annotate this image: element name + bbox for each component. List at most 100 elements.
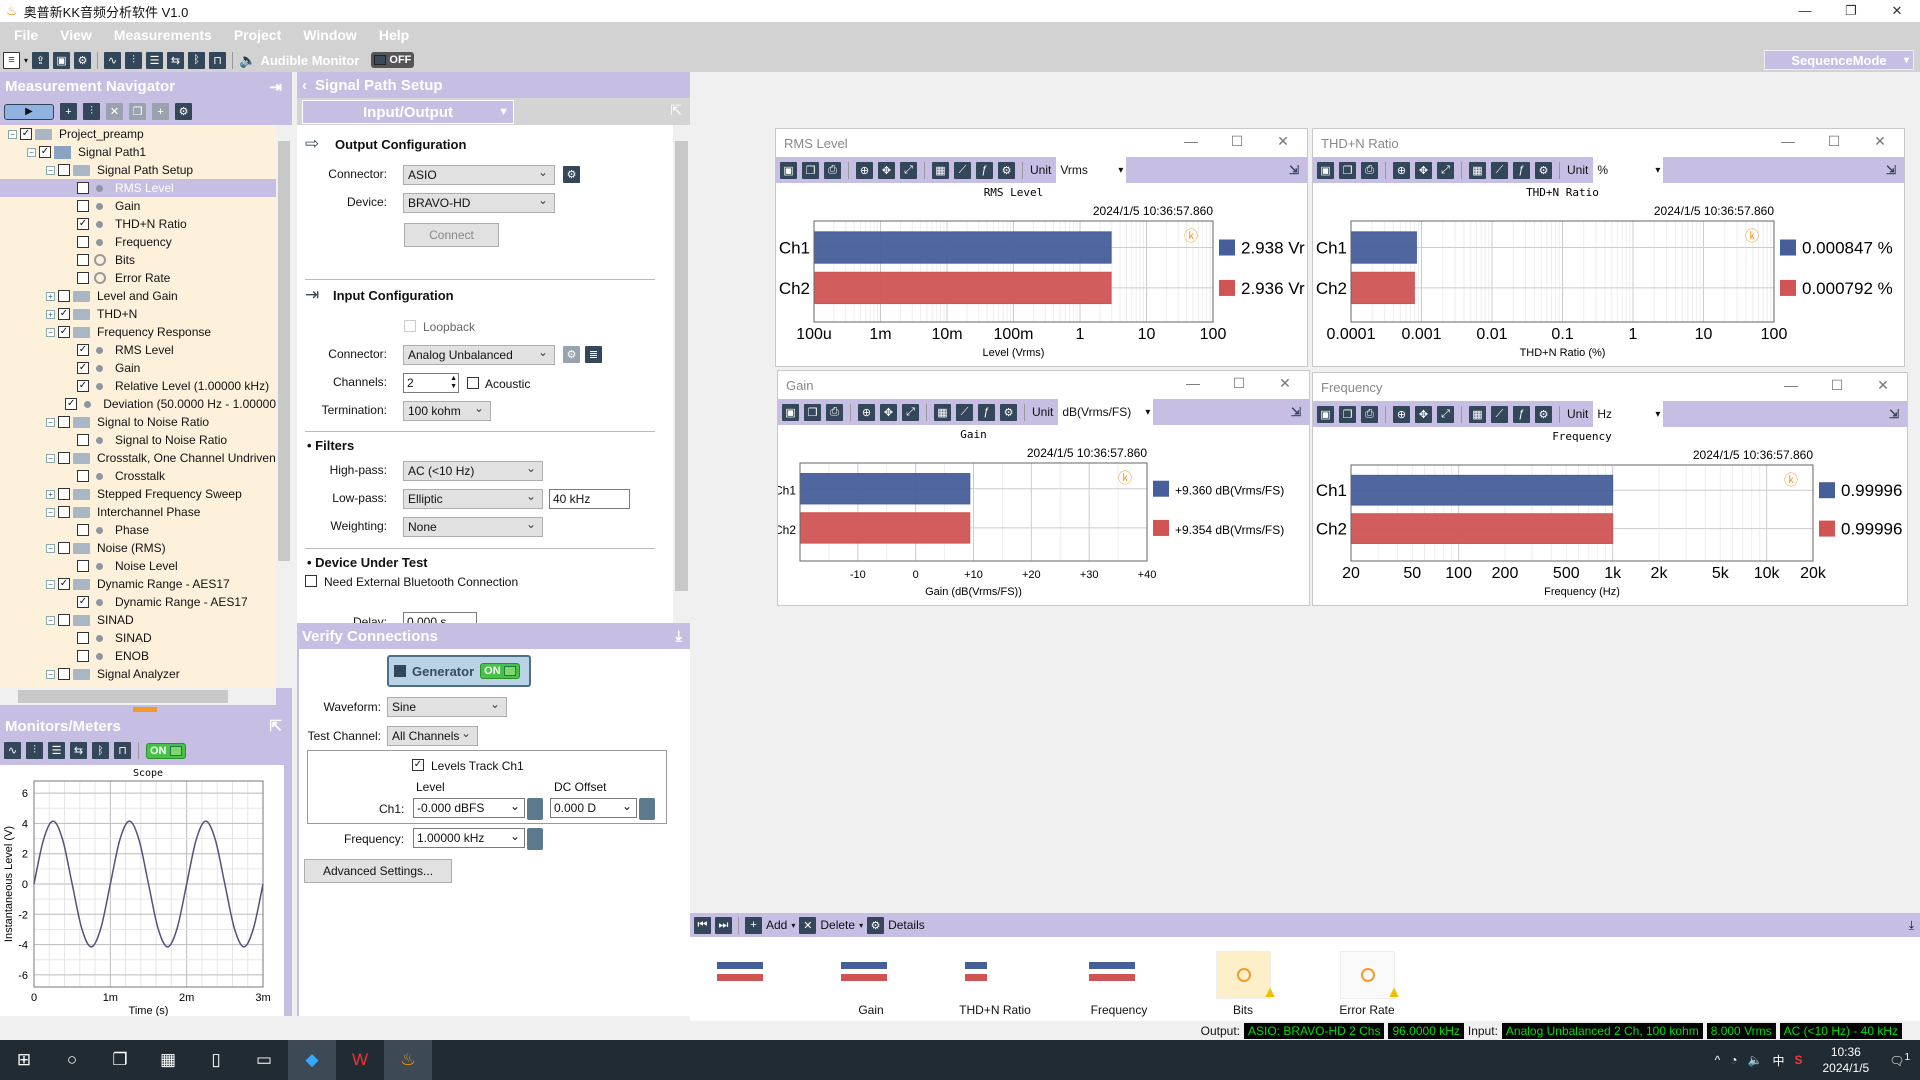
- lowpass-select[interactable]: Elliptic: [403, 487, 543, 509]
- trace-icon[interactable]: ⟋: [1491, 405, 1508, 423]
- sequence-thumbnail[interactable]: ▲ Error Rate: [1312, 937, 1422, 1021]
- open-icon[interactable]: ⇪: [32, 51, 50, 69]
- tree-checkbox[interactable]: ✓: [77, 344, 89, 356]
- collapse-icon[interactable]: −: [27, 147, 36, 157]
- copy-icon[interactable]: ❐: [1339, 161, 1356, 179]
- collapse-icon[interactable]: −: [46, 453, 55, 463]
- tree-checkbox[interactable]: ✓: [77, 380, 89, 392]
- ch1-level-stepper[interactable]: [527, 798, 543, 820]
- meter-icon[interactable]: ☰: [48, 742, 65, 759]
- tree-checkbox[interactable]: [77, 182, 89, 194]
- tree-checkbox[interactable]: [77, 560, 89, 572]
- tree-item[interactable]: ✓ Relative Level (1.00000 kHz): [0, 377, 276, 395]
- fft-icon[interactable]: ⫶: [26, 742, 43, 759]
- settings-icon[interactable]: ⚙: [1535, 161, 1552, 179]
- copy-icon[interactable]: ❐: [802, 161, 819, 179]
- tree-item[interactable]: ENOB: [0, 647, 276, 665]
- zoom-icon[interactable]: ⊕: [1393, 161, 1410, 179]
- close-button[interactable]: ✕: [1279, 375, 1291, 391]
- tree-item[interactable]: Crosstalk: [0, 467, 276, 485]
- tree-item[interactable]: − Signal Path Setup: [0, 161, 276, 179]
- tree-checkbox[interactable]: ✓: [58, 578, 70, 590]
- fit-icon[interactable]: ⤢: [900, 161, 917, 179]
- save-icon[interactable]: ▣: [780, 161, 797, 179]
- expand-icon[interactable]: +: [46, 309, 55, 319]
- tree-item[interactable]: RMS Level: [0, 179, 276, 197]
- tree-checkbox[interactable]: ✓: [65, 398, 78, 410]
- audible-monitor-toggle[interactable]: OFF: [371, 52, 415, 68]
- frequency-input[interactable]: 1.00000 kHz ⌄: [413, 828, 525, 848]
- tree-checkbox[interactable]: [58, 668, 70, 680]
- print-icon[interactable]: ⎙: [826, 403, 843, 421]
- close-button[interactable]: ✕: [1891, 3, 1903, 18]
- minimize-button[interactable]: —: [1784, 377, 1798, 393]
- close-button[interactable]: ✕: [1877, 377, 1889, 393]
- tree-checkbox[interactable]: [77, 254, 89, 266]
- tree-item[interactable]: − ✓ Signal Path1: [0, 143, 276, 161]
- close-button[interactable]: ✕: [1277, 133, 1289, 149]
- tree-checkbox[interactable]: [58, 614, 70, 626]
- minimize-button[interactable]: —: [1781, 133, 1795, 149]
- print-icon[interactable]: ⎙: [1361, 405, 1378, 423]
- collapse-icon[interactable]: −: [46, 417, 55, 427]
- save-icon[interactable]: ▣: [53, 51, 71, 69]
- highpass-select[interactable]: AC (<10 Hz): [403, 459, 543, 481]
- navigator-settings-icon[interactable]: ⚙: [175, 103, 192, 120]
- tree-item[interactable]: Frequency: [0, 233, 276, 251]
- details-button[interactable]: Details: [888, 918, 925, 932]
- collapse-icon[interactable]: −: [46, 327, 55, 337]
- tree-item[interactable]: ✓ Gain: [0, 359, 276, 377]
- trace-icon[interactable]: ⟋: [956, 403, 973, 421]
- menu-measurements[interactable]: Measurements: [113, 27, 212, 43]
- save-icon[interactable]: ▣: [782, 403, 799, 421]
- print-icon[interactable]: ⎙: [1361, 161, 1378, 179]
- tree-item[interactable]: ✓ Deviation (50.0000 Hz - 1.00000: [0, 395, 276, 413]
- add-measurement-icon[interactable]: ⫶: [83, 103, 100, 120]
- sequence-thumbnail[interactable]: [692, 937, 802, 1021]
- tree-vertical-scrollbar[interactable]: [276, 125, 292, 688]
- delay-input[interactable]: 0.000 s: [403, 612, 477, 623]
- tree-item[interactable]: Gain: [0, 197, 276, 215]
- tree-item[interactable]: Bits: [0, 251, 276, 269]
- window-icon[interactable]: ▭: [255, 1050, 273, 1069]
- tree-item[interactable]: − Signal to Noise Ratio: [0, 413, 276, 431]
- tree-item[interactable]: SINAD: [0, 629, 276, 647]
- tree-checkbox[interactable]: [58, 488, 70, 500]
- monitors-toggle[interactable]: ON: [146, 742, 186, 759]
- acoustic-checkbox[interactable]: [467, 377, 479, 389]
- search-icon[interactable]: ○: [66, 1050, 78, 1069]
- popout-icon[interactable]: ⇱: [670, 102, 682, 118]
- collapse-icon[interactable]: −: [46, 165, 55, 175]
- sequence-thumbnail[interactable]: Gain: [816, 937, 926, 1021]
- settings-icon[interactable]: ⚙: [998, 161, 1015, 179]
- new-file-icon[interactable]: ≡: [3, 51, 20, 69]
- tree-checkbox[interactable]: [77, 272, 89, 284]
- back-icon[interactable]: ‹: [302, 77, 307, 94]
- tree-checkbox[interactable]: [77, 632, 89, 644]
- bluetooth-icon[interactable]: ᛒ: [188, 51, 206, 69]
- app-icon[interactable]: ◆: [288, 1040, 336, 1080]
- copy-icon[interactable]: ❐: [1339, 405, 1356, 423]
- function-icon[interactable]: ƒ: [978, 403, 995, 421]
- expand-icon[interactable]: +: [46, 291, 55, 301]
- unit-select[interactable]: Vrms: [1056, 157, 1127, 183]
- tree-checkbox[interactable]: [77, 200, 89, 212]
- save-icon[interactable]: ▣: [1317, 161, 1334, 179]
- lowpass-frequency-input[interactable]: 40 kHz: [549, 489, 630, 509]
- output-connector-select[interactable]: ASIO: [403, 163, 555, 185]
- tree-checkbox[interactable]: [77, 650, 89, 662]
- tree-item[interactable]: − ✓ Frequency Response: [0, 323, 276, 341]
- output-settings-icon[interactable]: ⚙: [563, 166, 580, 183]
- notification-icon[interactable]: 🗨1: [1889, 1052, 1910, 1068]
- connect-button[interactable]: Connect: [404, 223, 499, 247]
- details-icon[interactable]: ⚙: [867, 916, 885, 934]
- pan-icon[interactable]: ✥: [878, 161, 895, 179]
- minimize-button[interactable]: —: [1186, 375, 1200, 391]
- bluetooth-checkbox[interactable]: [305, 575, 317, 587]
- advanced-settings-button[interactable]: Advanced Settings...: [304, 859, 452, 883]
- tree-checkbox[interactable]: ✓: [39, 146, 51, 158]
- minimize-button[interactable]: —: [1798, 3, 1812, 18]
- ch1-dc-input[interactable]: 0.000 D ⌄: [550, 798, 637, 818]
- settings-icon[interactable]: ⚙: [1535, 405, 1552, 423]
- pin-icon[interactable]: ⇥: [269, 78, 282, 96]
